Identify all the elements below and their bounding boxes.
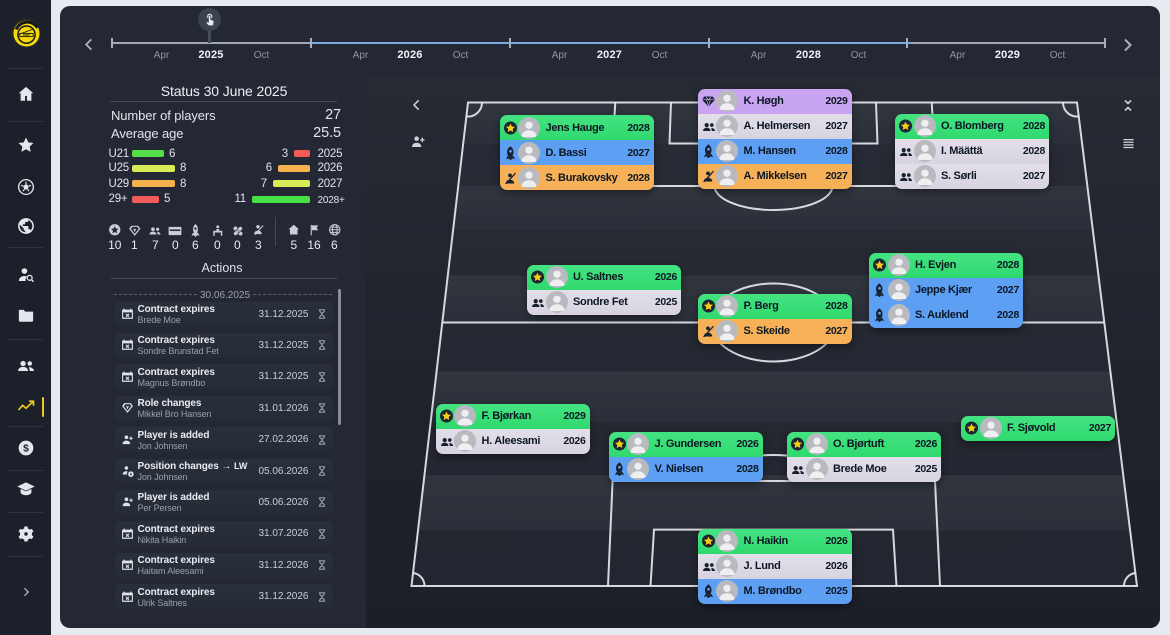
svg-text:KIMT: KIMT (23, 33, 30, 37)
svg-text:$: $ (23, 444, 29, 455)
